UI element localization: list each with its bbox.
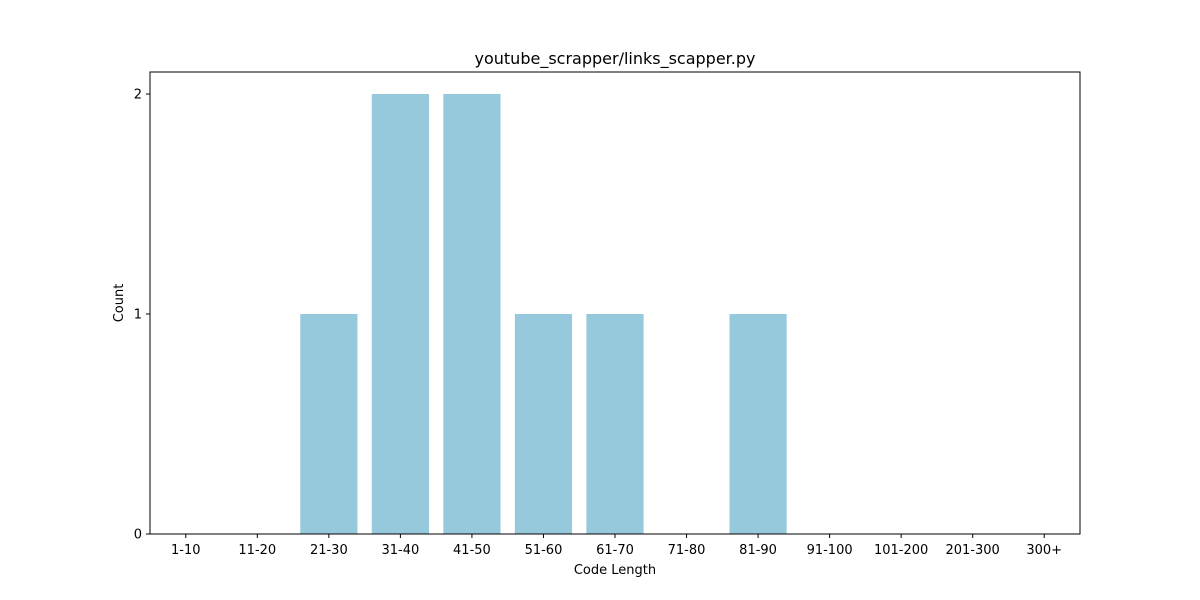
bar-51-60 [514, 314, 573, 534]
bar-21-30 [300, 314, 358, 534]
x-tick-label: 91-100 [807, 543, 853, 558]
plot-frame [149, 71, 1081, 535]
x-ticks-group: 1-10 11-20 21-30 31-40 41-50 51-60 61-70 71-80 8… [171, 534, 1062, 558]
bar-81-90 [729, 314, 787, 534]
bar-41-50 [443, 94, 501, 534]
y-axis-title: Count [112, 284, 127, 323]
x-tick-label: 81-90 [739, 543, 777, 558]
bar-31-40 [371, 94, 429, 534]
x-tick-label: 11-20 [238, 543, 276, 558]
y-ticks-group: 0 1 2 [134, 88, 150, 543]
x-tick-label: 61-70 [596, 543, 634, 558]
x-tick-label: 71-80 [668, 543, 706, 558]
bar-61-70 [586, 314, 644, 534]
y-tick-label: 0 [134, 528, 142, 543]
x-tick-label: 300+ [1026, 543, 1062, 558]
x-tick-label: 201-300 [946, 543, 1000, 558]
x-tick-label: 41-50 [453, 543, 491, 558]
x-tick-label: 101-200 [874, 543, 928, 558]
chart-title: youtube_scrapper/links_scapper.py [475, 49, 756, 69]
x-tick-label: 31-40 [381, 543, 419, 558]
x-tick-label: 21-30 [310, 543, 348, 558]
y-tick-label: 1 [134, 308, 142, 323]
x-tick-label: 1-10 [171, 543, 201, 558]
bars-group [300, 94, 787, 534]
x-axis-title: Code Length [574, 563, 656, 578]
y-tick-label: 2 [134, 88, 142, 103]
x-tick-label: 51-60 [525, 543, 563, 558]
